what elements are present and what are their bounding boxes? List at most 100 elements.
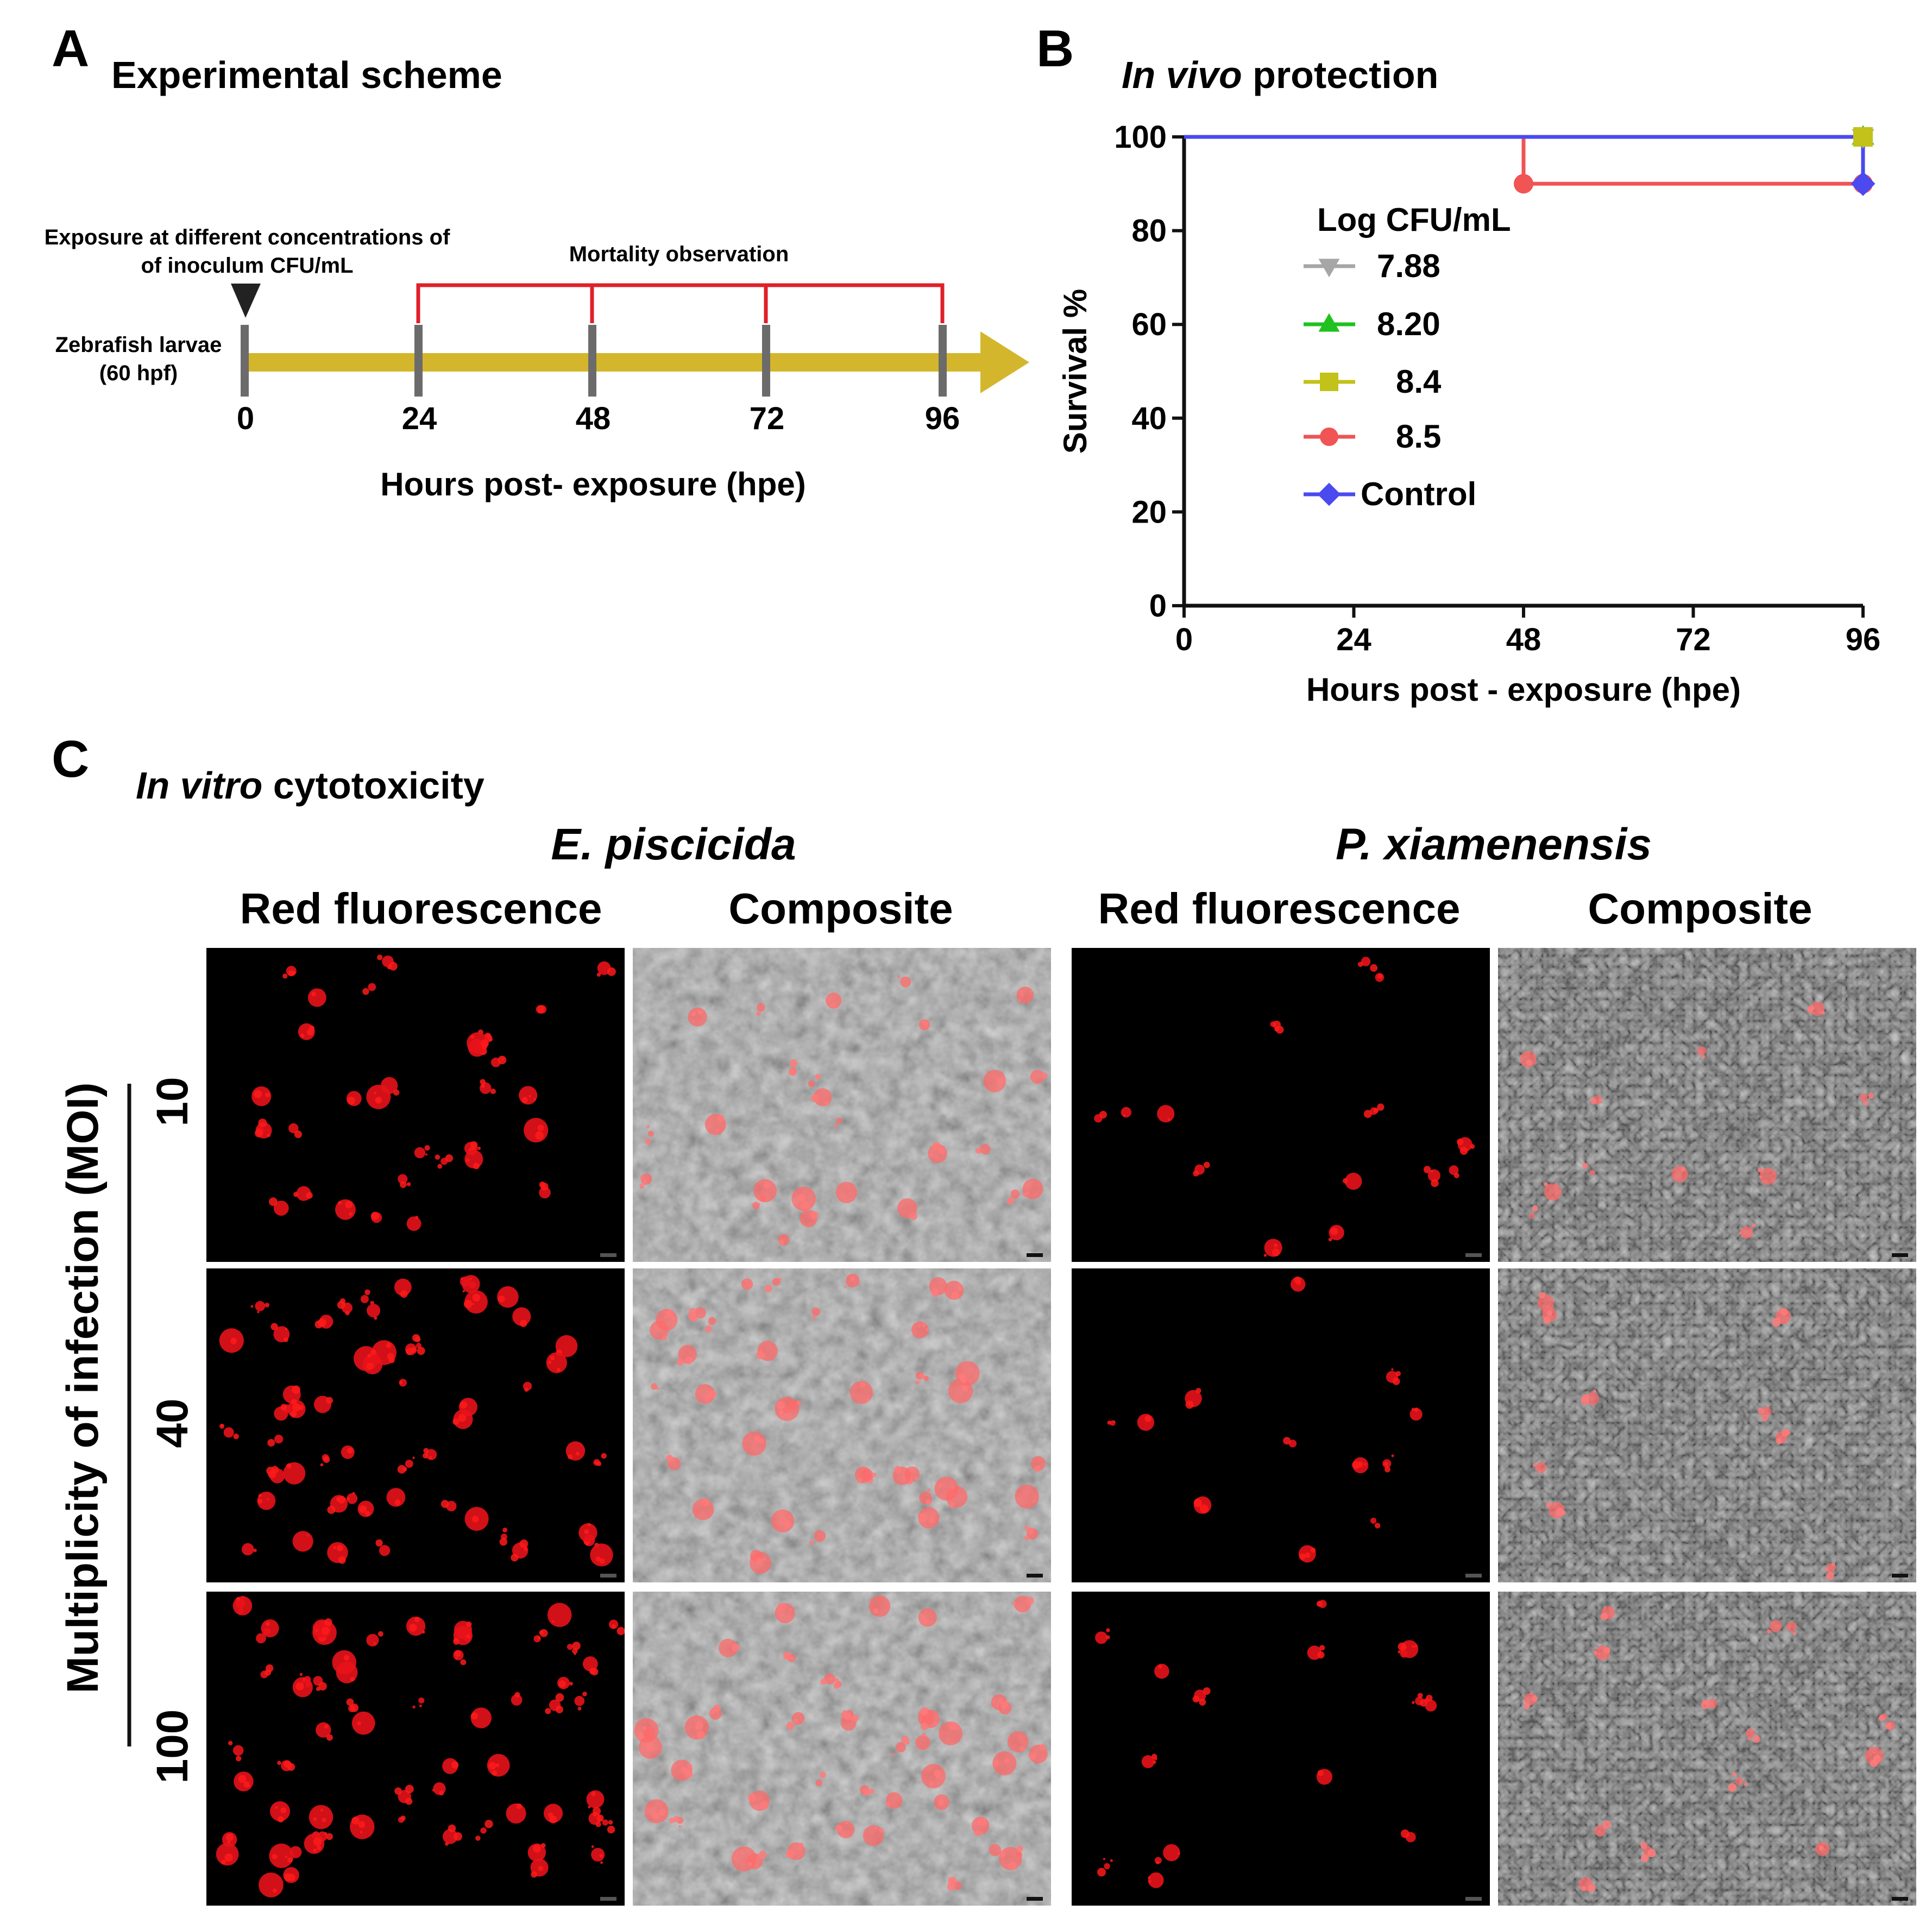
fluorescent-spot	[533, 1844, 541, 1853]
fluorescent-spot	[757, 1003, 765, 1012]
fluorescent-spot	[326, 1833, 333, 1840]
fluorescent-spot	[470, 1035, 475, 1039]
fluorescent-spot	[1178, 1852, 1180, 1855]
fluorescent-spot	[1784, 1429, 1791, 1436]
fluorescent-spot	[1582, 1162, 1589, 1169]
fluorescent-spot	[1310, 1547, 1316, 1553]
fluorescent-spot	[997, 1077, 1002, 1083]
fluorescent-spot	[367, 1304, 381, 1318]
fluorescence-background	[206, 1592, 625, 1906]
fluorescent-spot	[400, 1181, 407, 1188]
fluorescent-spot	[488, 1762, 496, 1770]
fluorescent-spot	[666, 1455, 674, 1462]
fluorescent-spot	[835, 1182, 858, 1203]
fluorescent-spot	[322, 1626, 330, 1635]
fluorescent-spot	[267, 1133, 270, 1138]
fluorescent-spot	[292, 1531, 313, 1552]
fluorescent-spot	[1398, 1642, 1406, 1651]
fluorescent-spot	[741, 1278, 753, 1290]
mortality-label: Mortality observation	[569, 242, 789, 266]
series-point	[1514, 174, 1533, 194]
column-header: Red fluorescence	[1098, 884, 1461, 933]
fluorescent-spot	[412, 1705, 416, 1708]
fluorescent-spot	[980, 1143, 991, 1155]
fluorescent-spot	[601, 1453, 607, 1459]
fluorescent-spot	[1593, 1650, 1597, 1655]
fluorescent-spot	[567, 1644, 574, 1650]
fluorescent-spot	[327, 1505, 336, 1514]
fluorescent-spot	[656, 1386, 659, 1390]
fluorescent-spot	[1317, 1651, 1325, 1659]
exposure-arrowhead-icon	[231, 284, 261, 318]
fluorescent-spot	[1305, 1552, 1311, 1558]
fluorescent-spot	[1370, 964, 1378, 972]
fluorescent-spot	[278, 1816, 284, 1823]
legend-entry: 8.20	[1377, 306, 1440, 342]
fluorescent-spot	[473, 1162, 480, 1170]
fluorescent-spot	[953, 1881, 962, 1890]
fluorescent-spot	[359, 1505, 367, 1513]
fluorescent-spot	[922, 1732, 926, 1737]
fluorescent-spot	[873, 1608, 879, 1614]
timeline-marker	[762, 325, 770, 397]
fluorescent-spot	[684, 1356, 693, 1365]
fluorescent-spot	[694, 1307, 706, 1319]
fluorescent-spot	[1203, 1687, 1211, 1695]
fluorescent-spot	[1199, 1504, 1209, 1513]
legend-entry: Control	[1361, 476, 1476, 512]
fluorescent-spot	[1319, 1645, 1325, 1651]
fluorescent-spot	[219, 1423, 225, 1429]
fluorescent-spot	[1317, 1770, 1324, 1776]
fluorescent-spot	[1283, 1437, 1291, 1445]
fluorescent-spot	[387, 1353, 394, 1360]
fluorescent-spot	[437, 1164, 443, 1169]
fluorescent-spot	[265, 1303, 269, 1308]
exposure-label-line1: Exposure at different concentrations of	[45, 225, 450, 249]
timeline-markers	[241, 325, 947, 397]
fluorescent-spot	[306, 1534, 309, 1537]
fluorescent-spot	[863, 1825, 884, 1846]
fluorescent-spot	[311, 991, 316, 997]
x-tick-label: 72	[1676, 622, 1711, 657]
fluorescent-spot	[287, 1857, 293, 1863]
fluorescent-spot	[445, 1154, 454, 1162]
fluorescent-spot	[1361, 957, 1371, 966]
fluorescent-spot	[490, 1088, 496, 1095]
fluorescent-spot	[642, 1179, 647, 1185]
fluorescent-spot	[575, 1451, 580, 1456]
fluorescent-spot	[762, 1557, 765, 1561]
timeline-marker	[414, 325, 423, 397]
legend-marker	[1318, 259, 1340, 278]
fluorescent-spot	[763, 1182, 770, 1189]
fluorescent-spot	[495, 1763, 500, 1768]
fluorescent-spot	[432, 1789, 435, 1792]
fluorescent-spot	[299, 1673, 303, 1676]
fluorescent-spot	[324, 1618, 332, 1626]
panel-c-title-rest: cytotoxicity	[262, 764, 484, 807]
fluorescent-spot	[759, 1801, 769, 1810]
timeline-tick-labels: 0 24 48 72 96	[237, 401, 960, 436]
fluorescent-spot	[1831, 1562, 1836, 1567]
fluorescent-spot	[934, 1769, 941, 1777]
fluorescent-spot	[1345, 1172, 1362, 1190]
fluorescent-spot	[423, 1448, 429, 1454]
fluorescent-spot	[607, 1825, 615, 1834]
red-fluorescence-micrograph	[206, 1592, 625, 1906]
fluorescent-spot	[460, 1401, 468, 1409]
fluorescent-spot	[313, 1837, 322, 1846]
fluorescent-spot	[921, 1019, 925, 1023]
fluorescent-spot	[313, 1848, 317, 1852]
composite-micrograph	[633, 1592, 1051, 1906]
fluorescent-spot	[920, 1707, 929, 1715]
cell-texture	[1498, 1268, 1916, 1582]
fluorescent-spot	[440, 1500, 449, 1509]
panel-c-letter: C	[52, 730, 89, 788]
fluorescent-spot	[951, 1486, 954, 1490]
fluorescent-spot	[1863, 1101, 1868, 1106]
fluorescent-spot	[777, 1603, 786, 1612]
fluorescent-spot	[866, 1398, 869, 1402]
fluorescent-spot	[764, 1285, 772, 1293]
fluorescent-spot	[300, 1033, 305, 1038]
fluorescent-spot	[688, 1007, 707, 1027]
